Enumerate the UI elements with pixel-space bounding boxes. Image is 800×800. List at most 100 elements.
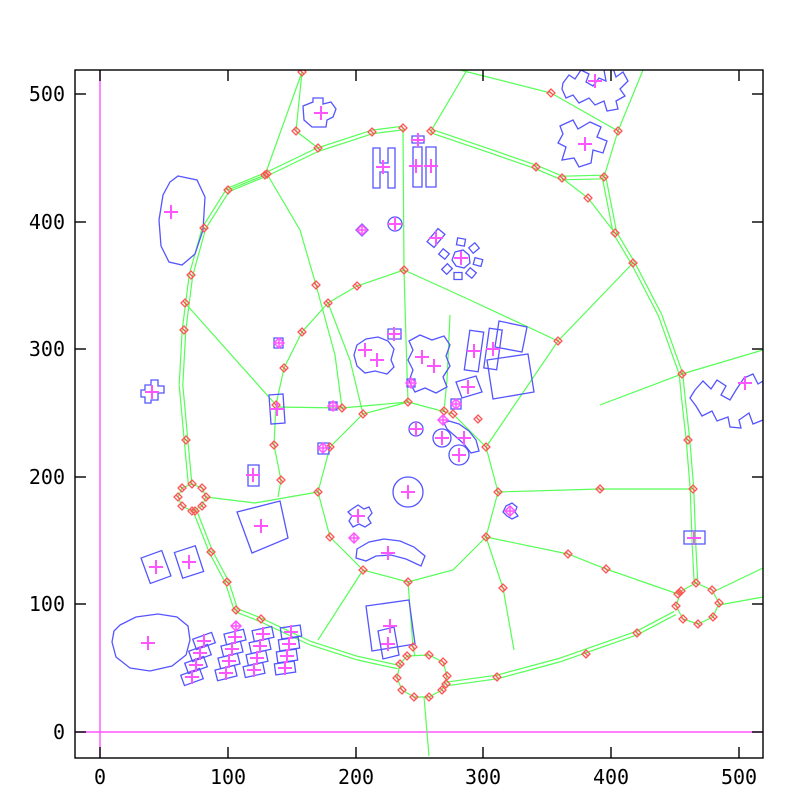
junction-diamond-icon [628,258,638,268]
junction-diamond-icon [632,628,642,638]
junction-diamond-icon [495,489,501,495]
junction-diamond-icon [197,501,207,511]
plot-frame [74,69,764,759]
buildings-layer [111,70,763,687]
road-double [635,610,675,632]
building [183,655,209,675]
road-double [535,168,562,181]
road-double [431,128,491,150]
diamond-marker-icon [272,336,286,350]
junction-diamond-icon [180,298,190,308]
junction-diamond-icon [404,653,410,659]
junction-diamond-icon [709,587,715,593]
building [472,256,484,268]
junction-diamond-icon [352,281,362,291]
junction-diamond-icon [392,673,402,683]
junction-diamond-icon [603,566,609,572]
road-double [445,674,497,683]
junction-diamond-icon [278,477,284,483]
building [111,613,191,672]
building [455,237,467,247]
junction-diamond-icon [327,534,333,540]
building [437,247,451,261]
junction-diamond-icon [260,170,270,180]
junction-diamond-icon [177,501,187,511]
road-double [560,634,638,663]
junction-diamond-icon [315,489,321,495]
road-double [192,511,210,553]
junction-diamond-icon [683,435,693,445]
junction-diamond-icon [369,129,375,135]
road [317,569,364,641]
junction-diamond-icon [493,487,503,497]
road-double [259,621,310,646]
x-axis-tick-label: 100 [210,765,246,789]
junction-diamond-icon [399,265,409,275]
building [214,664,238,682]
road-double [192,228,207,276]
junction-diamond-icon [443,681,449,687]
junction-diamond-icon [481,442,491,452]
road-double [612,233,632,265]
junction-diamond-icon [279,363,289,373]
junction-diamond-icon [325,442,335,452]
junction-diamond-icon [395,659,405,669]
road-double [316,129,372,149]
road-double [235,611,261,623]
junction-diamond-icon [555,338,561,344]
junction-diamond-icon [325,532,335,542]
junction-diamond-icon [671,601,681,611]
road [430,70,468,132]
road [485,262,634,448]
junction-diamond-icon [610,228,620,238]
road [718,596,763,606]
junction-diamond-icon [597,486,603,492]
building [463,329,485,373]
y-axis-tick-label: 200 [29,465,65,489]
road-double [208,552,226,584]
road-double [689,439,695,489]
junction-diamond-icon [403,577,413,587]
junction-diamond-icon [678,588,684,594]
junction-diamond-icon [199,223,209,233]
junction-diamond-icon [182,300,188,306]
building [494,320,528,353]
junction-diamond-icon [473,414,483,424]
junction-diamond-icon [327,444,333,450]
building [557,119,608,168]
junction-diamond-icon [199,485,205,491]
junction-diamond-icon [688,484,698,494]
building [453,271,463,281]
junction-diamond-icon [714,598,724,608]
road [184,302,277,406]
junction-diamond-icon [311,280,321,290]
x-axis-tick-label: 300 [465,765,501,789]
junction-diamond-icon [223,185,233,195]
road-double [182,384,189,440]
junction-diamond-icon [583,651,589,657]
junction-diamond-icon [673,589,683,599]
building [140,549,172,585]
junction-diamond-icon [678,614,688,624]
road-double [561,174,604,177]
junction-diamond-icon [559,175,565,181]
road-double [201,188,227,228]
road-double [680,395,687,441]
diamond-marker-icon [404,376,418,390]
junction-diamond-icon [360,411,366,417]
x-axis-tick-label: 0 [94,765,106,789]
junction-diamond-icon [426,126,436,136]
building [486,353,535,400]
y-axis-tick-label: 0 [53,720,65,744]
junction-diamond-icon [315,145,321,151]
road [497,488,692,493]
road-double [317,133,373,153]
junction-diamond-icon [397,661,403,667]
junction-diamond-icon [634,630,640,636]
road-double [178,385,185,441]
road-double [372,129,404,135]
road-double [356,659,398,670]
building [426,227,446,249]
